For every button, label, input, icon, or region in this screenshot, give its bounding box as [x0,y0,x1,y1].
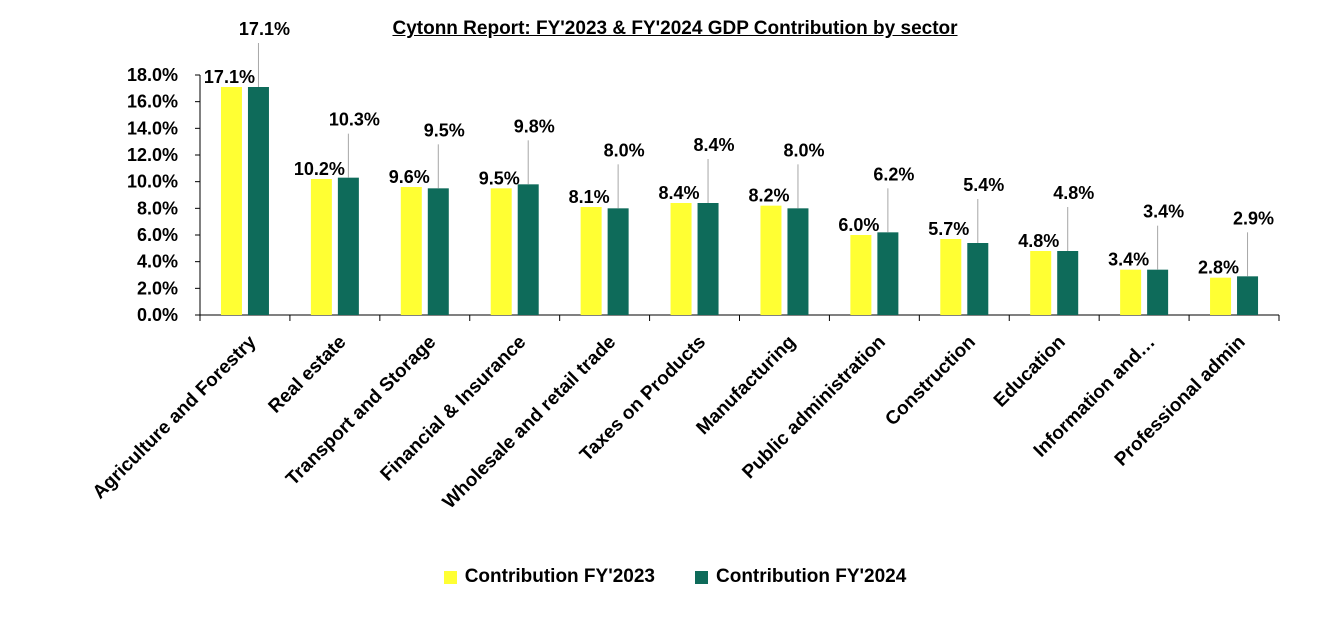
bar-fy2024 [1057,251,1079,315]
data-label-fy2023: 8.2% [748,186,789,206]
legend: Contribution FY'2023 Contribution FY'202… [0,566,1324,588]
data-label-fy2024: 8.4% [694,135,735,155]
data-label-fy2023: 5.7% [928,219,969,239]
bar-fy2023 [1030,251,1052,315]
bar-fy2023 [1210,277,1232,315]
data-label-fy2024: 9.5% [424,120,465,140]
legend-swatch-fy2023 [443,570,457,584]
data-label-fy2024: 8.0% [783,140,824,160]
bar-fy2023 [850,235,872,315]
bar-fy2023 [220,87,242,315]
legend-item-fy2024: Contribution FY'2024 [695,566,906,588]
bar-fy2024 [1147,269,1169,315]
legend-item-fy2023: Contribution FY'2023 [443,566,655,588]
y-tick-label: 18.0% [127,65,178,85]
legend-label-fy2023: Contribution FY'2023 [464,566,655,587]
data-label-fy2023: 9.6% [389,167,430,187]
bar-fy2023 [760,205,782,315]
bar-fy2023 [310,179,332,315]
legend-label-fy2024: Contribution FY'2024 [716,566,907,587]
data-label-fy2024: 5.4% [963,175,1004,195]
bar-fy2024 [337,177,359,315]
x-tick-label: Construction [881,332,979,430]
bar-fy2024 [427,188,449,315]
bar-fy2024 [1237,276,1259,315]
data-label-fy2023: 6.0% [838,215,879,235]
data-label-fy2024: 17.1% [239,19,290,39]
data-label-fy2023: 8.4% [659,183,700,203]
data-label-fy2023: 4.8% [1018,231,1059,251]
bar-fy2024 [967,243,989,315]
y-tick-label: 2.0% [137,278,178,298]
y-tick-label: 16.0% [127,92,178,112]
bar-fy2023 [670,203,692,315]
data-label-fy2024: 9.8% [514,116,555,136]
axes: 0.0% 2.0% 4.0% 6.0% 8.0% 10.0% 12.0% 14.0% 16.0%… [127,65,1280,325]
data-label-fy2024: 4.8% [1053,183,1094,203]
data-label-fy2023: 17.1% [204,67,255,87]
bar-fy2023 [580,207,602,315]
y-tick-label: 14.0% [127,118,178,138]
data-labels: 17.1% 17.1% 10.2% 10.3% 9.6% 9.5% 9.5% 9.8% 8.1%… [204,19,1274,278]
x-tick-label: Financial & Insurance [377,332,531,486]
y-tick-label: 4.0% [137,252,178,272]
chart-title: Cytonn Report: FY'2023 & FY'2024 GDP Con… [392,18,958,39]
data-label-fy2023: 8.1% [569,187,610,207]
y-tick-label: 0.0% [137,305,178,325]
x-tick-label: Education [990,332,1070,412]
bar-fy2023 [940,239,962,315]
bars [220,87,1259,315]
x-tick-label: Agriculture and Forestry [89,331,261,503]
data-label-fy2024: 3.4% [1143,202,1184,222]
y-tick-label: 12.0% [127,145,178,165]
bar-fy2023 [490,188,512,315]
data-label-fy2023: 3.4% [1108,250,1149,270]
bar-fy2024 [877,232,899,315]
legend-swatch-fy2024 [695,570,708,584]
x-tick-labels: Agriculture and Forestry Real estateTrans… [89,331,1250,513]
bar-fy2024 [697,203,719,315]
y-tick-label: 8.0% [137,198,178,218]
data-label-fy2024: 6.2% [873,164,914,184]
data-label-fy2023: 10.2% [294,159,345,179]
bar-fy2024 [517,184,539,315]
x-tick-label: Wholesale and retail trade [439,332,620,513]
bar-fy2023 [400,187,422,315]
data-label-fy2024: 10.3% [329,110,380,130]
x-tick-label: Transport and Storage [282,332,440,490]
data-label-fy2023: 9.5% [479,168,520,188]
bar-fy2024 [607,208,629,315]
bar-fy2024 [247,87,269,315]
bar-fy2023 [1120,269,1142,315]
bar-fy2024 [787,208,809,315]
data-label-fy2024: 8.0% [604,140,645,160]
y-tick-label: 6.0% [137,225,178,245]
data-label-fy2023: 2.8% [1198,258,1239,278]
data-label-fy2024: 2.9% [1233,208,1274,228]
x-tick-label: Real estate [265,332,351,418]
y-tick-label: 10.0% [127,172,178,192]
